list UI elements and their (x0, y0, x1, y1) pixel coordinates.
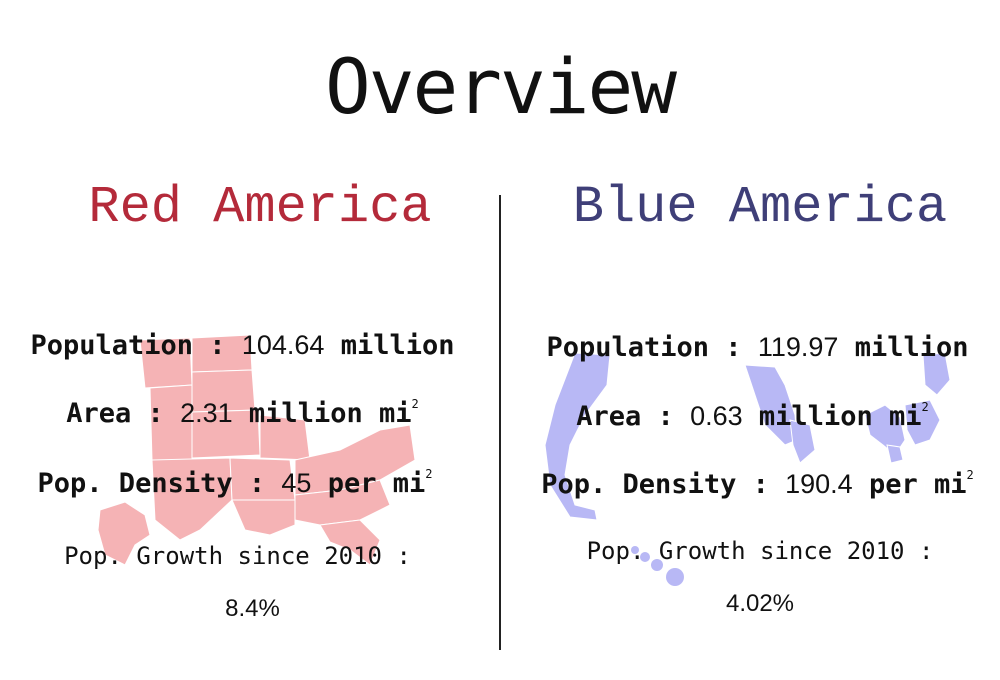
red-area-unit: million mi (248, 398, 412, 429)
hawaii-island (666, 568, 684, 586)
red-state-region (97, 501, 151, 566)
blue-state-region (789, 419, 816, 464)
red-population-label: Population : (30, 330, 226, 361)
column-divider (499, 195, 501, 650)
blue-growth-value: 4.02% (725, 590, 795, 617)
hawaii-island (651, 559, 663, 571)
blue-population-label: Population : (546, 332, 742, 363)
blue-area-label: Area : (576, 401, 674, 432)
blue-state-region (886, 444, 904, 464)
blue-population-stat: Population : 119.97 million (515, 332, 1000, 363)
red-state-region (294, 479, 391, 526)
blue-population-value: 119.97 (757, 332, 839, 362)
superscript-two: 2 (411, 397, 419, 411)
hawaii-island (631, 546, 639, 554)
superscript-two: 2 (425, 467, 433, 481)
blue-america-title: Blue America (572, 178, 948, 237)
blue-density-value: 190.4 (785, 469, 853, 499)
blue-density-label: Pop. Density : (541, 469, 769, 500)
red-america-title: Red America (88, 178, 432, 237)
red-density-unit: per mi (327, 468, 426, 499)
red-population-value: 104.64 (241, 330, 325, 360)
blue-area-unit: million mi (758, 401, 922, 432)
blue-growth-label: Pop. Growth since 2010 : (586, 537, 934, 565)
red-area-stat: Area : 2.31 million mi2 (0, 397, 485, 429)
blue-density-unit: per mi (868, 469, 967, 500)
red-density-value: 45 (281, 468, 312, 498)
red-growth-value: 8.4% (225, 595, 280, 622)
page-title: Overview (324, 42, 677, 131)
red-area-value: 2.31 (180, 398, 233, 428)
blue-area-stat: Area : 0.63 million mi2 (510, 400, 995, 432)
blue-state-region (904, 399, 941, 446)
blue-density-stat: Pop. Density : 190.4 per mi2 (520, 468, 995, 500)
blue-population-unit: million (854, 332, 969, 363)
blue-state-region (922, 352, 951, 396)
hawaii-island (640, 552, 650, 562)
red-population-stat: Population : 104.64 million (0, 330, 485, 361)
red-growth-label: Pop. Growth since 2010 : (64, 542, 411, 570)
superscript-two: 2 (966, 468, 974, 482)
red-density-label: Pop. Density : (37, 468, 266, 499)
superscript-two: 2 (921, 400, 929, 414)
blue-area-value: 0.63 (690, 401, 743, 431)
red-population-unit: million (340, 330, 455, 361)
red-density-stat: Pop. Density : 45 per mi2 (0, 467, 470, 499)
red-state-region (319, 519, 381, 566)
red-area-label: Area : (66, 398, 164, 429)
red-america-map (97, 334, 416, 566)
red-state-region (231, 499, 296, 536)
blue-america-map (544, 352, 951, 586)
blue-state-region (544, 352, 611, 521)
